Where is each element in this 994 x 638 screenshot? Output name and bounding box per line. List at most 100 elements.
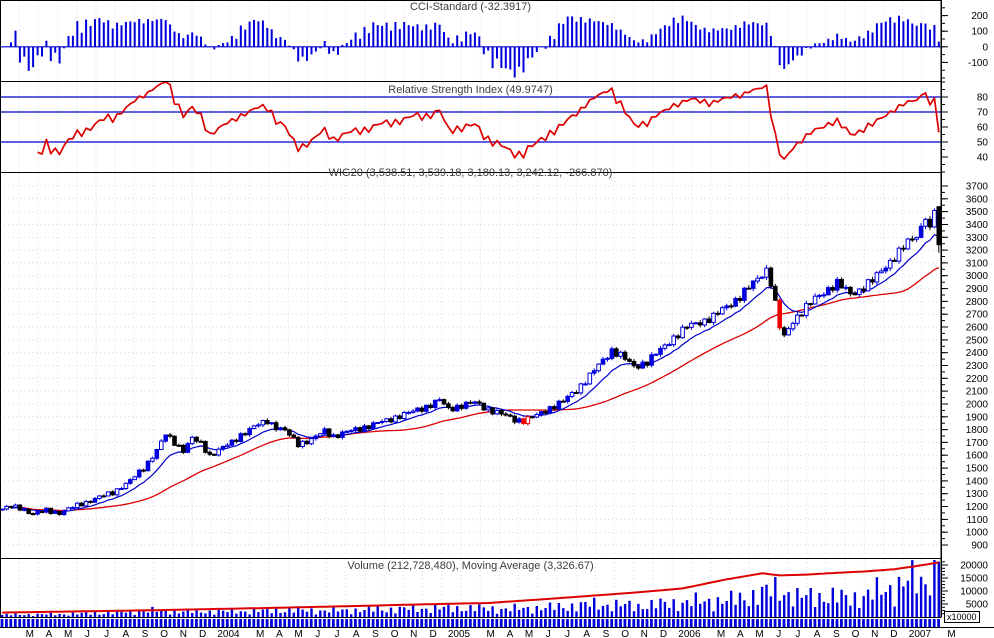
month-label: N <box>871 629 878 638</box>
month-label: J <box>795 629 800 638</box>
year-label: 2004 <box>217 629 240 638</box>
month-label: A <box>737 629 744 638</box>
y-axis-label: 60 <box>977 123 989 134</box>
month-label: D <box>660 629 667 638</box>
y-axis-label: 3200 <box>966 246 989 257</box>
year-label: 2007 <box>909 629 932 638</box>
y-axis-label: 3500 <box>966 207 989 218</box>
y-axis-label: 1900 <box>966 412 989 423</box>
month-label: J <box>565 629 570 638</box>
month-label: N <box>180 629 187 638</box>
month-label: D <box>429 629 436 638</box>
y-axis-label: 2900 <box>966 284 989 295</box>
year-label: 2006 <box>678 629 701 638</box>
y-axis-label: 3300 <box>966 233 989 244</box>
y-axis-label: 10000 <box>960 587 988 598</box>
month-label: M <box>256 629 264 638</box>
y-axis-label: 1400 <box>966 476 989 487</box>
y-axis-label: 0 <box>982 42 988 53</box>
y-axis-label: 2800 <box>966 297 989 308</box>
y-axis-label: 2400 <box>966 348 989 359</box>
y-axis-label: 1100 <box>966 515 988 526</box>
y-axis-label: 2100 <box>966 387 989 398</box>
y-axis-label: 50 <box>977 138 989 149</box>
rsi-axis: 80 70 60 50 40 <box>941 81 989 173</box>
y-axis-label: 2000 <box>966 400 989 411</box>
month-label: A <box>353 629 360 638</box>
y-axis-label: 900 <box>971 541 988 552</box>
month-label: M <box>947 629 955 638</box>
month-label: M <box>525 629 533 638</box>
month-label: O <box>391 629 399 638</box>
month-label: J <box>85 629 90 638</box>
y-axis-label: 200 <box>971 11 988 22</box>
y-axis-label: 1000 <box>966 528 989 539</box>
candlesticks <box>0 206 942 516</box>
volume-axis: 20000 15000 10000 5000 <box>941 561 989 615</box>
y-axis-label: 1800 <box>966 425 989 436</box>
month-label: O <box>160 629 168 638</box>
month-label: A <box>276 629 283 638</box>
month-label: A <box>583 629 590 638</box>
month-label: D <box>199 629 206 638</box>
month-label: S <box>833 629 840 638</box>
rsi-line <box>37 81 940 160</box>
y-axis-label: 15000 <box>960 574 988 585</box>
month-label: N <box>410 629 417 638</box>
y-axis-label: 1300 <box>966 489 989 500</box>
month-label: M <box>64 629 72 638</box>
y-axis-label: 3400 <box>966 220 989 231</box>
month-label: M <box>717 629 725 638</box>
y-axis-label: 2300 <box>966 361 989 372</box>
volume-bars <box>1 560 940 617</box>
month-label: N <box>641 629 648 638</box>
y-axis-label: 2200 <box>966 374 989 385</box>
cci-bars <box>10 15 940 78</box>
month-label: A <box>507 629 514 638</box>
month-label: M <box>26 629 34 638</box>
month-label: A <box>122 629 129 638</box>
month-label: J <box>315 629 320 638</box>
year-label: 2005 <box>448 629 471 638</box>
cci-axis: 200 100 0 -100 <box>941 7 988 79</box>
y-axis-label: 100 <box>971 27 988 38</box>
y-axis-label: 3000 <box>966 271 989 282</box>
y-axis-label: 2500 <box>966 335 989 346</box>
y-axis-label: 3700 <box>966 182 989 193</box>
month-label: M <box>487 629 495 638</box>
slow-ma-line <box>19 266 940 512</box>
month-label: M <box>294 629 302 638</box>
month-label: J <box>335 629 340 638</box>
month-label: O <box>852 629 860 638</box>
volume-multiplier-label: x10000 <box>944 611 980 623</box>
month-label: O <box>621 629 629 638</box>
calendar-stripe <box>0 619 940 627</box>
y-axis-label: 70 <box>977 108 989 119</box>
y-axis-label: 2700 <box>966 310 989 321</box>
y-axis-label: 80 <box>977 93 989 104</box>
y-axis-label: 20000 <box>960 561 988 572</box>
month-label: S <box>603 629 610 638</box>
panel-border <box>0 81 942 173</box>
volume-ma-line <box>2 561 939 614</box>
y-axis-label: 1500 <box>966 464 989 475</box>
month-label: J <box>546 629 551 638</box>
y-axis-label: 5000 <box>966 600 989 611</box>
y-axis-label: 40 <box>977 153 989 164</box>
y-axis-label: -100 <box>968 58 988 69</box>
month-label: J <box>776 629 781 638</box>
x-axis-labels: M A M J J A S O N D 2004 M A M J J A S O N D 2005 M A M J J A S O N D 20… <box>26 629 956 638</box>
month-label: D <box>890 629 897 638</box>
month-label: A <box>814 629 821 638</box>
y-axis-label: 2600 <box>966 323 989 334</box>
month-label: A <box>46 629 53 638</box>
y-axis-label: 1200 <box>966 502 989 513</box>
month-label: S <box>142 629 149 638</box>
month-label: M <box>755 629 763 638</box>
month-label: S <box>372 629 379 638</box>
y-axis-label: 1700 <box>966 438 989 449</box>
month-label: J <box>104 629 109 638</box>
